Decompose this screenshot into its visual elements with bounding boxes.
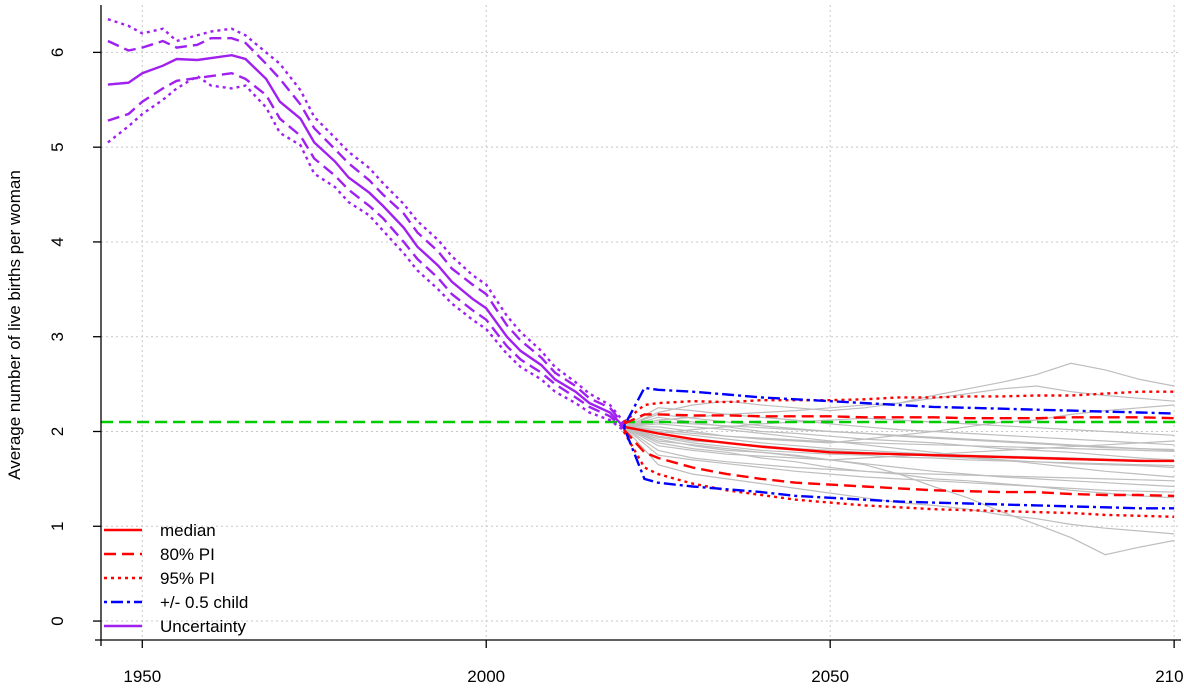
trajectory-line (623, 426, 1175, 467)
y-tick-label: 1 (48, 522, 67, 531)
trajectory-line (623, 426, 1175, 499)
y-tick-label: 0 (48, 616, 67, 625)
trajectory-line (623, 426, 1175, 482)
y-tick-label: 5 (48, 142, 67, 151)
series-line-pi95_lower (622, 430, 1175, 518)
legend: median 80% PI 95% PI +/- 0.5 child Uncertain… (104, 521, 248, 636)
x-tick-label: 2050 (811, 667, 849, 686)
x-tick-label: 1950 (123, 667, 161, 686)
y-tick-label: 2 (48, 427, 67, 436)
legend-label: 95% PI (160, 569, 215, 588)
trajectory-lines (623, 362, 1175, 556)
series-line-past_80_upper (107, 37, 625, 426)
trajectory-line (623, 421, 1175, 451)
trajectory-line (623, 413, 1175, 451)
series-line-median (623, 425, 1175, 463)
series-line-past_median (107, 53, 625, 428)
trajectory-line (623, 407, 1175, 446)
x-tick-label: 2000 (467, 667, 505, 686)
series-line-pi80_lower (622, 428, 1175, 498)
series-line-pi80_upper (623, 413, 1175, 425)
trajectory-line (623, 417, 1175, 436)
grid-lines (101, 5, 1181, 640)
y-tick-label: 6 (48, 48, 67, 57)
legend-label: median (160, 521, 216, 540)
legend-label: +/- 0.5 child (160, 593, 248, 612)
y-tick-label: 4 (48, 237, 67, 246)
trajectory-line (623, 426, 1175, 535)
trajectory-line (623, 426, 1175, 452)
legend-label: Uncertainty (160, 617, 246, 636)
series-line-past_95_upper (107, 18, 625, 423)
series-line-half_child_lower (622, 426, 1175, 510)
y-axis-title: Average number of live births per woman (5, 170, 24, 480)
series-lines (107, 18, 1175, 518)
trajectory-line (623, 423, 1175, 478)
trajectory-line (623, 426, 1175, 488)
series-line-past_80_lower (107, 71, 625, 430)
legend-label: 80% PI (160, 545, 215, 564)
series-line-half_child_upper (622, 386, 1175, 428)
y-tick-label: 3 (48, 332, 67, 341)
trajectory-line (623, 426, 1175, 493)
